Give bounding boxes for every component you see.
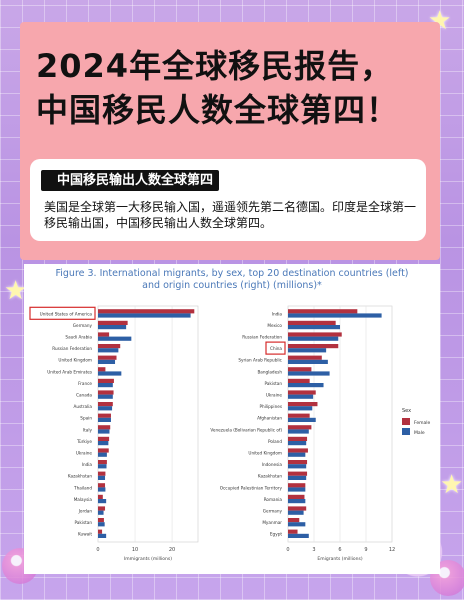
figure-title: Figure 3. International migrants, by sex… — [24, 268, 440, 292]
star-decoration-icon: ★ — [4, 276, 28, 306]
figure-title-line-2: and origin countries (right) (millions)* — [142, 280, 322, 291]
section-tag: 中国移民输出人数全球第四 — [41, 170, 219, 191]
title-line-2: 中国移民人数全球第四！ — [36, 91, 400, 129]
page-title: 2024年全球移民报告， 中国移民人数全球第四！ — [36, 44, 436, 132]
star-decoration-icon: ★ — [440, 470, 464, 500]
figure-card — [24, 264, 440, 574]
title-line-1: 2024年全球移民报告， — [36, 47, 394, 85]
figure-title-line-1: Figure 3. International migrants, by sex… — [55, 268, 409, 279]
description-text: 美国是全球第一大移民输入国，遥遥领先第二名德国。印度是全球第一移民输出国，中国移… — [44, 200, 417, 230]
